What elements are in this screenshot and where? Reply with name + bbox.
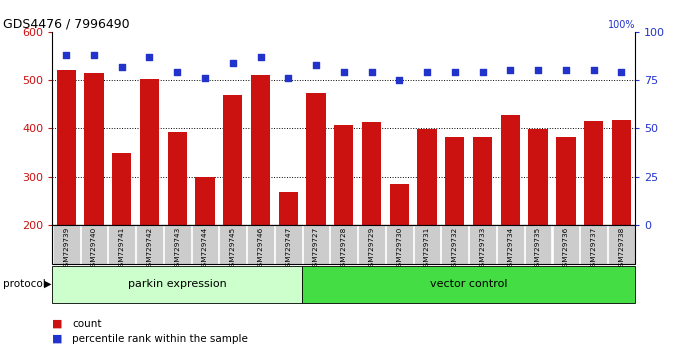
Text: GSM729732: GSM729732	[452, 227, 458, 271]
Bar	[386, 225, 413, 264]
Text: GSM729740: GSM729740	[91, 227, 97, 271]
Bar	[81, 225, 107, 264]
Bar	[497, 225, 524, 264]
Text: ■: ■	[52, 334, 63, 344]
Point	[450, 69, 461, 75]
Text: GSM729728: GSM729728	[341, 227, 347, 271]
Bar	[306, 93, 326, 225]
Bar	[362, 122, 381, 225]
Bar	[389, 184, 409, 225]
Text: GSM729729: GSM729729	[369, 227, 375, 271]
Point	[338, 69, 349, 75]
Bar	[279, 192, 298, 225]
Bar	[52, 266, 302, 303]
Bar	[247, 225, 274, 264]
Bar	[528, 129, 548, 225]
Text: parkin expression: parkin expression	[128, 279, 227, 289]
Bar	[195, 177, 215, 225]
Bar	[608, 225, 634, 264]
Bar	[251, 75, 270, 225]
Point	[255, 54, 266, 60]
Text: GSM729730: GSM729730	[396, 227, 402, 271]
Bar	[164, 225, 191, 264]
Point	[394, 77, 405, 83]
Bar	[414, 225, 440, 264]
Bar	[275, 225, 302, 264]
Point	[560, 68, 572, 73]
Bar	[556, 137, 576, 225]
Text: count: count	[72, 319, 101, 329]
Bar	[140, 79, 159, 225]
Text: protocol: protocol	[3, 279, 46, 289]
Bar	[442, 225, 468, 264]
Bar	[84, 73, 104, 225]
Bar	[136, 225, 163, 264]
Bar	[553, 225, 579, 264]
Text: GSM729746: GSM729746	[258, 227, 264, 271]
Bar	[334, 125, 353, 225]
Point	[588, 68, 599, 73]
Point	[366, 69, 377, 75]
Text: GSM729737: GSM729737	[591, 227, 597, 271]
Text: GSM729734: GSM729734	[507, 227, 513, 271]
Bar	[330, 225, 357, 264]
Text: GSM729742: GSM729742	[147, 227, 152, 271]
Text: GSM729745: GSM729745	[230, 227, 236, 271]
Bar	[611, 120, 631, 225]
Point	[61, 52, 72, 58]
Point	[533, 68, 544, 73]
Point	[116, 64, 127, 69]
Text: GSM729739: GSM729739	[64, 227, 69, 271]
Text: GSM729736: GSM729736	[563, 227, 569, 271]
Text: 100%: 100%	[608, 20, 635, 30]
Bar	[53, 225, 80, 264]
Bar	[112, 153, 131, 225]
Bar	[525, 225, 551, 264]
Bar	[500, 115, 520, 225]
Text: vector control: vector control	[430, 279, 507, 289]
Bar	[57, 70, 76, 225]
Text: GSM729743: GSM729743	[174, 227, 180, 271]
Point	[422, 69, 433, 75]
Bar	[469, 225, 496, 264]
Text: GSM729731: GSM729731	[424, 227, 430, 271]
Point	[144, 54, 155, 60]
Bar	[473, 137, 492, 225]
Bar	[445, 137, 464, 225]
Bar	[192, 225, 218, 264]
Text: GSM729744: GSM729744	[202, 227, 208, 271]
Text: GSM729741: GSM729741	[119, 227, 125, 271]
Bar	[584, 121, 603, 225]
Text: GSM729727: GSM729727	[313, 227, 319, 271]
Text: ■: ■	[52, 319, 63, 329]
Point	[200, 75, 211, 81]
Text: GSM729735: GSM729735	[535, 227, 541, 271]
Point	[311, 62, 322, 68]
Text: ▶: ▶	[44, 279, 52, 289]
Text: GDS4476 / 7996490: GDS4476 / 7996490	[3, 18, 130, 31]
Point	[283, 75, 294, 81]
Text: GSM729733: GSM729733	[480, 227, 486, 271]
Text: GSM729738: GSM729738	[618, 227, 624, 271]
Bar	[219, 225, 246, 264]
Point	[89, 52, 100, 58]
Bar	[303, 225, 329, 264]
Bar	[358, 225, 385, 264]
Point	[505, 68, 516, 73]
Bar	[223, 95, 242, 225]
Bar	[417, 129, 437, 225]
Point	[227, 60, 238, 65]
Bar	[168, 132, 187, 225]
Text: percentile rank within the sample: percentile rank within the sample	[72, 334, 248, 344]
Point	[616, 69, 627, 75]
Bar	[302, 266, 635, 303]
Text: GSM729747: GSM729747	[285, 227, 291, 271]
Bar	[580, 225, 607, 264]
Point	[172, 69, 183, 75]
Point	[477, 69, 488, 75]
Bar	[108, 225, 135, 264]
